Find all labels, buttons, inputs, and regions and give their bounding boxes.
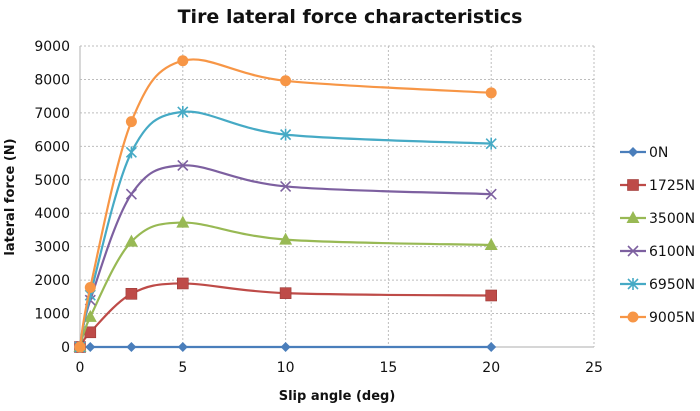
data-point [177, 159, 189, 171]
legend-label: 3500N [649, 211, 695, 227]
data-point [84, 281, 96, 293]
legend-marker [627, 311, 639, 323]
legend-item: 6100N [620, 244, 695, 260]
data-point [485, 188, 497, 200]
data-point [280, 128, 292, 141]
legend: 0N 1725N 3500N 6100N 6950N 9005N [620, 145, 695, 326]
data-point [125, 288, 138, 300]
x-tick-label: 0 [76, 360, 85, 376]
legend-item: 0N [620, 145, 668, 161]
data-point [125, 116, 137, 128]
legend-label: 6950N [649, 277, 695, 293]
x-tick-label: 25 [585, 360, 603, 376]
legend-marker [628, 147, 638, 157]
y-tick-label: 9000 [34, 39, 70, 55]
x-tick-label: 10 [277, 360, 295, 376]
gridlines [80, 45, 595, 347]
data-point [279, 287, 292, 299]
data-point [124, 234, 138, 247]
x-tick-label: 20 [482, 360, 500, 376]
y-axis-ticks: 0 1000 2000 3000 4000 5000 6000 7000 8000 9000 [34, 39, 70, 356]
chart-title: Tire lateral force characteristics [178, 6, 523, 28]
y-tick-label: 7000 [34, 106, 70, 122]
x-axis-ticks: 0 5 10 15 20 25 [76, 360, 603, 376]
data-point [280, 342, 291, 352]
data-point [177, 105, 189, 118]
legend-item: 3500N [620, 211, 695, 227]
x-axis-label: Slip angle (deg) [279, 389, 396, 404]
x-tick-label: 5 [178, 360, 187, 376]
series-9005N [74, 55, 497, 353]
y-tick-label: 8000 [34, 72, 70, 88]
data-point [125, 188, 137, 200]
series-group [73, 55, 498, 353]
y-tick-label: 3000 [34, 240, 70, 256]
data-point [125, 146, 137, 159]
data-point [83, 309, 97, 322]
data-point [74, 341, 86, 353]
data-point [485, 289, 498, 302]
y-tick-label: 2000 [34, 273, 70, 289]
y-tick-label: 4000 [34, 206, 70, 222]
y-tick-label: 1000 [34, 307, 70, 323]
y-axis-label: lateral force (N) [3, 138, 18, 255]
legend-label: 6100N [649, 244, 695, 260]
data-point [279, 232, 293, 245]
legend-marker [626, 211, 640, 223]
data-point [176, 215, 190, 228]
data-point [485, 87, 497, 99]
series-0N [75, 342, 497, 352]
data-point [280, 75, 292, 87]
data-point [177, 277, 189, 290]
data-point [85, 342, 96, 352]
data-point [177, 55, 189, 67]
legend-label: 9005N [649, 310, 695, 326]
data-point [280, 180, 292, 193]
data-point [485, 137, 497, 150]
legend-item: 9005N [620, 310, 695, 326]
legend-item: 6950N [620, 277, 695, 293]
data-point [177, 342, 188, 352]
legend-item: 1725N [620, 178, 695, 194]
legend-marker [627, 245, 639, 257]
legend-label: 0N [649, 145, 668, 161]
legend-marker [627, 179, 639, 191]
y-tick-label: 0 [61, 340, 70, 356]
legend-label: 1725N [649, 178, 695, 194]
data-point [484, 237, 498, 250]
y-tick-label: 5000 [34, 173, 70, 189]
data-point [486, 342, 497, 352]
legend-marker [627, 278, 639, 290]
data-point [126, 342, 137, 352]
y-tick-label: 6000 [34, 139, 70, 155]
x-tick-label: 15 [379, 360, 397, 376]
